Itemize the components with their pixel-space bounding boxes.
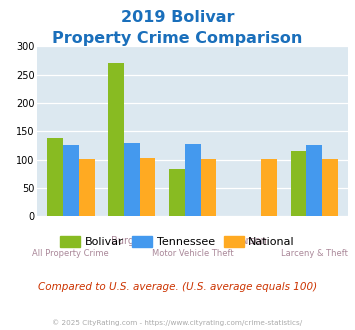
- Legend: Bolivar, Tennessee, National: Bolivar, Tennessee, National: [56, 232, 299, 252]
- Bar: [79, 159, 94, 216]
- Bar: [322, 159, 338, 216]
- Bar: [140, 158, 155, 216]
- Text: Compared to U.S. average. (U.S. average equals 100): Compared to U.S. average. (U.S. average …: [38, 282, 317, 292]
- Bar: [63, 145, 79, 216]
- Bar: [291, 151, 306, 216]
- Text: Property Crime Comparison: Property Crime Comparison: [52, 31, 303, 46]
- Bar: [108, 63, 124, 216]
- Text: 2019 Bolivar: 2019 Bolivar: [121, 10, 234, 25]
- Text: Motor Vehicle Theft: Motor Vehicle Theft: [152, 249, 233, 258]
- Bar: [124, 143, 140, 216]
- Text: Burglary: Burglary: [111, 236, 152, 246]
- Bar: [169, 169, 185, 216]
- Bar: [185, 144, 201, 216]
- Text: © 2025 CityRating.com - https://www.cityrating.com/crime-statistics/: © 2025 CityRating.com - https://www.city…: [53, 319, 302, 326]
- Text: Arson: Arson: [240, 236, 267, 246]
- Bar: [201, 159, 216, 216]
- Bar: [261, 159, 277, 216]
- Text: All Property Crime: All Property Crime: [32, 249, 109, 258]
- Bar: [306, 145, 322, 216]
- Bar: [47, 138, 63, 216]
- Text: Larceny & Theft: Larceny & Theft: [281, 249, 348, 258]
